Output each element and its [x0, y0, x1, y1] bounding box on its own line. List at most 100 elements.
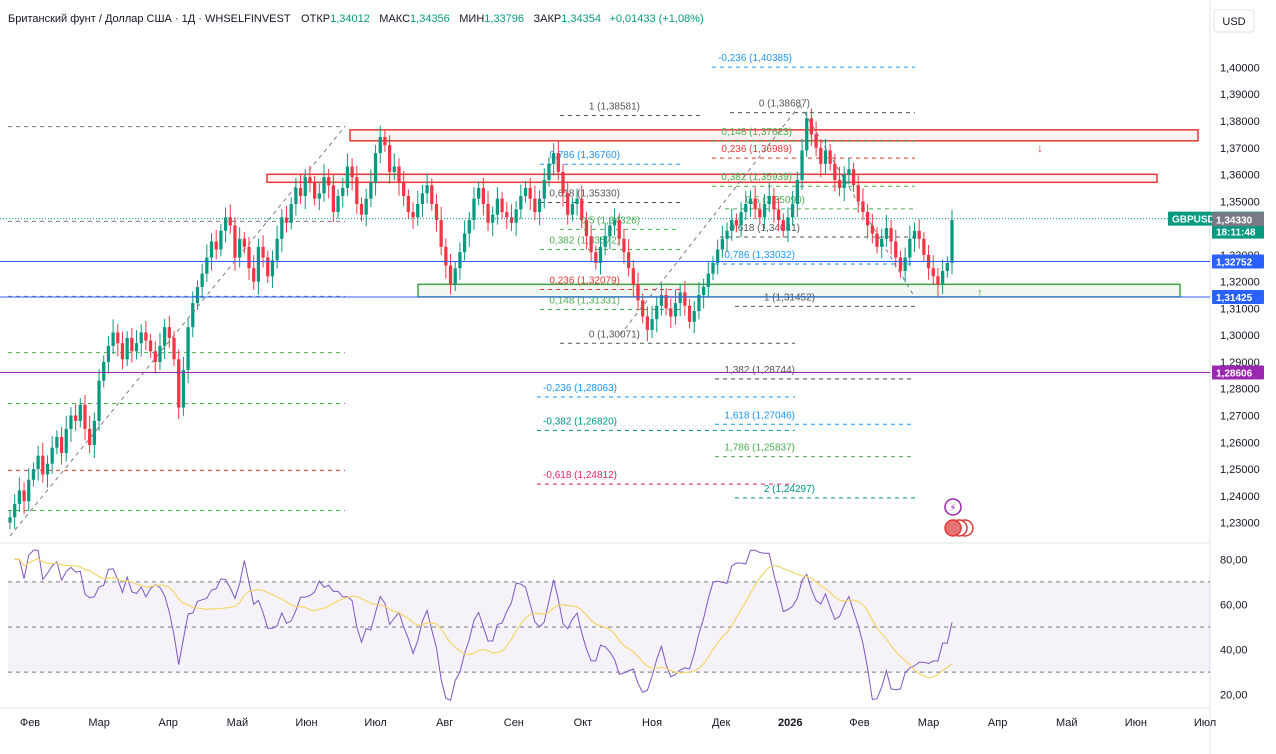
candle-body: [223, 217, 228, 231]
candle-body: [894, 241, 898, 258]
candle-body: [481, 187, 485, 205]
lightning-glyph: ⚡: [949, 503, 956, 514]
candle-body: [252, 268, 256, 282]
events-icons[interactable]: ⚡: [944, 498, 974, 537]
lightning-icon[interactable]: [944, 498, 962, 516]
candle-body: [533, 198, 537, 213]
rsi-ma-line: [14, 558, 953, 679]
candle-body: [312, 182, 317, 199]
candle-body: [477, 187, 481, 199]
candle-body: [795, 179, 799, 205]
candle-body: [448, 265, 453, 285]
candle-body: [444, 246, 448, 266]
fib-level-label: 0,236 (1,36989): [721, 144, 792, 155]
price-tag-label: 1,34330: [1216, 215, 1253, 226]
candle-body: [369, 182, 373, 199]
x-tick-label: Июл: [364, 717, 386, 729]
candle-body: [266, 257, 270, 277]
change-value: +0,01433 (+1,08%): [609, 13, 703, 25]
price-tag-label: 18:11:48: [1216, 228, 1256, 239]
candle-body: [195, 287, 200, 304]
fib-level-label: 0 (1,38687): [759, 99, 810, 110]
flag-icon[interactable]: [944, 519, 962, 537]
candle-body: [73, 415, 78, 421]
candle-body: [78, 404, 82, 421]
candle-body: [748, 198, 753, 205]
candle-body: [931, 268, 935, 277]
candle-body: [655, 305, 659, 320]
price-tag-label: 1,32752: [1216, 258, 1253, 269]
candle-body: [730, 220, 734, 231]
price-tags-layer: GBPUSD1,3435418:11:481,343301,327521,314…: [1168, 211, 1264, 380]
candle-body: [842, 174, 846, 188]
candle-body: [280, 217, 284, 239]
resistance-zone: [266, 173, 1158, 184]
y-tick-label: 1,30000: [1220, 330, 1260, 342]
candle-body: [603, 236, 607, 247]
candle-body: [673, 303, 678, 317]
candle-body: [800, 150, 804, 180]
price-tag: [1212, 212, 1264, 227]
candle-body: [341, 187, 345, 196]
candle-body: [570, 204, 575, 215]
x-tick-label: Июн: [1125, 717, 1147, 729]
fib-level-label: 1 (1,38581): [589, 101, 640, 112]
candle-body: [120, 343, 125, 360]
candle-body: [59, 436, 64, 453]
y-tick-label: 1,37000: [1220, 143, 1260, 155]
candle-body: [945, 262, 949, 271]
candle-body: [355, 177, 359, 205]
x-tick-label: 2026: [778, 717, 802, 729]
fib-level-label: 0,618 (1,35330): [549, 188, 620, 199]
candle-body: [678, 292, 682, 304]
candle-body: [791, 204, 795, 218]
candle-body: [922, 238, 926, 255]
price-tag-label: 1,28606: [1216, 369, 1253, 380]
candle-body: [139, 332, 143, 344]
candle-body: [505, 212, 509, 218]
candle-body: [153, 351, 157, 362]
candle-body: [13, 503, 17, 518]
fib-level-label: 1 (1,31452): [764, 292, 815, 303]
fib-level-label: -0,236 (1,28063): [543, 383, 617, 394]
axis-layer: 1,40000 1,39000 1,38000 1,37000 1,36000 1,350…: [20, 62, 1260, 729]
candle-body: [242, 238, 246, 247]
candle-body: [584, 220, 589, 237]
candle-body: [308, 177, 312, 183]
y-tick-label: 1,27000: [1220, 411, 1260, 423]
currency-selector[interactable]: [1213, 9, 1255, 33]
x-tick-label: Мар: [88, 717, 110, 729]
candle-body: [17, 490, 22, 504]
candle-body: [767, 195, 771, 205]
candle-body: [772, 195, 776, 210]
candle-body: [158, 345, 162, 362]
candle-body: [664, 295, 668, 309]
fib-level-label: 0,382 (1,35939): [721, 172, 792, 183]
candle-body: [720, 238, 724, 250]
candle-body: [411, 212, 415, 218]
candle-body: [289, 204, 293, 223]
candle-body: [36, 455, 40, 470]
candle-body: [392, 166, 396, 172]
price-tag: [1212, 290, 1264, 305]
candle-body: [692, 311, 696, 322]
fib-level-label: 1,618 (1,27046): [724, 410, 795, 421]
fib-level-label: 0 (1,30071): [589, 329, 640, 340]
candle-body: [889, 228, 893, 242]
candle-body: [519, 195, 523, 210]
candle-body: [608, 225, 612, 237]
fib-level-label: 0,786 (1,33032): [724, 250, 795, 261]
candle-body: [27, 479, 31, 502]
candle-body: [425, 185, 429, 194]
candle-body: [514, 209, 518, 223]
candle-body: [589, 236, 593, 253]
candle-body: [116, 332, 120, 344]
arrow-up-icon: ↑: [977, 285, 983, 299]
candle-body: [612, 220, 617, 226]
candle-body: [430, 185, 434, 205]
candle-body: [416, 204, 420, 218]
candle-body: [823, 150, 828, 164]
price-tag: [1212, 365, 1264, 380]
candle-body: [144, 332, 148, 341]
